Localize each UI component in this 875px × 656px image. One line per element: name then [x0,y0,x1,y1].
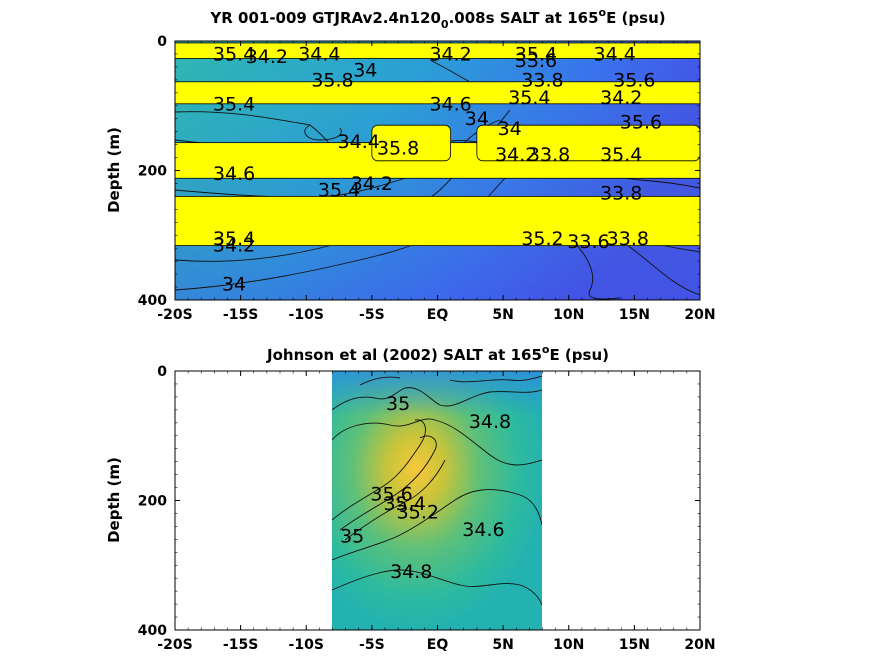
chart-2-x-tick-label: -15S [223,637,258,653]
chart-1-x-tick-label: 5N [492,307,513,323]
chart-2-title: Johnson et al (2002) SALT at 165oE (psu) [266,343,609,364]
chart-2-x-tick-label: EQ [427,637,449,653]
chart-1-contour-label: 34 [353,60,377,82]
chart-1-contour-label: 33.6 [515,50,557,72]
chart-1-masked-band [175,81,700,105]
chart-1-contour-label: 34.6 [213,163,255,185]
chart-1-title: YR 001-009 GTJRAv2.4n1200.008s SALT at 1… [209,6,665,31]
chart-1-masked-box [476,124,700,162]
chart-1-x-tick-label: EQ [427,307,449,323]
chart-1-contour-label: 34.4 [298,43,340,65]
chart-1-contour-label: 33.8 [600,183,642,205]
chart-1-contour-label: 35.4 [213,43,255,65]
chart-1-contour-label: 35.4 [508,87,550,109]
chart-1-contour-label: 34.6 [429,93,471,115]
chart-2-contour-lines [332,375,542,606]
chart-1-contour-label: 35.6 [613,69,655,91]
chart-1-x-tick-label: -5S [359,307,385,323]
chart-1-y-axis-label: Depth (m) [105,127,123,213]
chart-1-x-ticks: -20S -15S -10S -5S EQ 5N 10N 15N 20N [157,41,716,323]
chart-2-contour-label: 34.8 [390,561,432,583]
chart-2-contour-label: 35.6 [370,484,412,506]
chart-2-x-tick-label: -20S [157,637,192,653]
chart-2-contour-labels: 35 34.8 35.635.435.2 35 34.6 34.8 [340,393,511,583]
chart-2-y-axis-label: Depth (m) [105,457,123,543]
chart-1-contour-label: 34 [465,108,489,130]
chart-1-contour-label: 33.8 [521,69,563,91]
chart-2-y-tick-label: 400 [138,623,167,639]
chart-2-contour-label: 34.8 [469,411,511,433]
chart-2-salinity-field-top-shade [332,371,542,416]
chart-1-x-tick-label: 15N [619,307,650,323]
chart-2-x-tick-label: -10S [289,637,324,653]
chart-2-contour-label: 35.2 [397,502,439,524]
chart-1-x-tick-label: -15S [223,307,258,323]
chart-1-contour-label: 35.6 [620,111,662,133]
chart-1-y-tick-label: 200 [138,164,167,180]
chart-1-contour-label: 33.8 [528,144,570,166]
chart-1-contour-label: 34.2 [213,234,255,256]
chart-1-contour-label: 34.4 [338,131,380,153]
chart-2-contour-label: 35 [386,393,410,415]
chart-1-contour-label: 35.4 [600,144,642,166]
chart-1-contour-label: 34.2 [246,46,288,68]
chart-1-contour-label: 35.8 [377,137,419,159]
chart-1-y-tick-label: 0 [157,34,167,50]
chart-1-contour-label: 34.4 [594,43,636,65]
chart-1-contour-label: 35.4 [213,228,255,250]
chart-1-contour-label: 35.4 [515,43,557,65]
chart-1-masked-band [175,195,700,247]
chart-1-contour-label: 35.4 [318,179,360,201]
chart-1-contour-label: 35.2 [521,228,563,250]
chart-1-contour-label: 33.8 [607,228,649,250]
chart-2-x-ticks: -20S -15S -10S -5S EQ 5N 10N 15N 20N [157,371,716,653]
chart-2-x-tick-label: 5N [492,637,513,653]
chart-2-x-tick-label: 10N [553,637,584,653]
chart-1-masked-box [371,124,452,162]
chart-1-x-tick-label: 10N [553,307,584,323]
chart-1-contour-label: 34.2 [495,144,537,166]
chart-1-x-tick-label: -10S [289,307,324,323]
chart-1-contour-label: 34.2 [351,173,393,195]
chart-1-x-tick-label: 20N [684,307,715,323]
chart-2-contour-label: 35 [340,526,364,548]
chart-1-contour-label: 34 [222,273,246,295]
chart-1-contour-label: 34.2 [429,43,471,65]
chart-1-contour-label: 34.2 [600,87,642,109]
chart-2-y-tick-label: 200 [138,494,167,510]
chart-1-contour-label: 33.6 [567,231,609,253]
chart-2-contour-label: 34.6 [462,519,504,541]
chart-2-y-ticks: 0 200 400 [138,364,700,639]
chart-2-y-tick-label: 0 [157,364,167,380]
chart-1-y-tick-label: 400 [138,293,167,309]
chart-1-y-ticks: 0 200 400 [138,34,700,309]
chart-1-contour-label: 35.8 [311,69,353,91]
chart-2-x-tick-label: -5S [359,637,385,653]
chart-2-x-tick-label: 20N [684,637,715,653]
chart-2-contour-label: 35.4 [384,493,426,515]
chart-1-contour-label: 35.4 [213,93,255,115]
chart-1-masked-regions [175,42,700,247]
chart-1-contour-label: 34 [498,118,522,140]
chart-2-plot-area: 35 34.8 35.635.435.2 35 34.6 34.8 [332,371,542,630]
chart-2-x-tick-label: 15N [619,637,650,653]
chart-1-x-tick-label: -20S [157,307,192,323]
